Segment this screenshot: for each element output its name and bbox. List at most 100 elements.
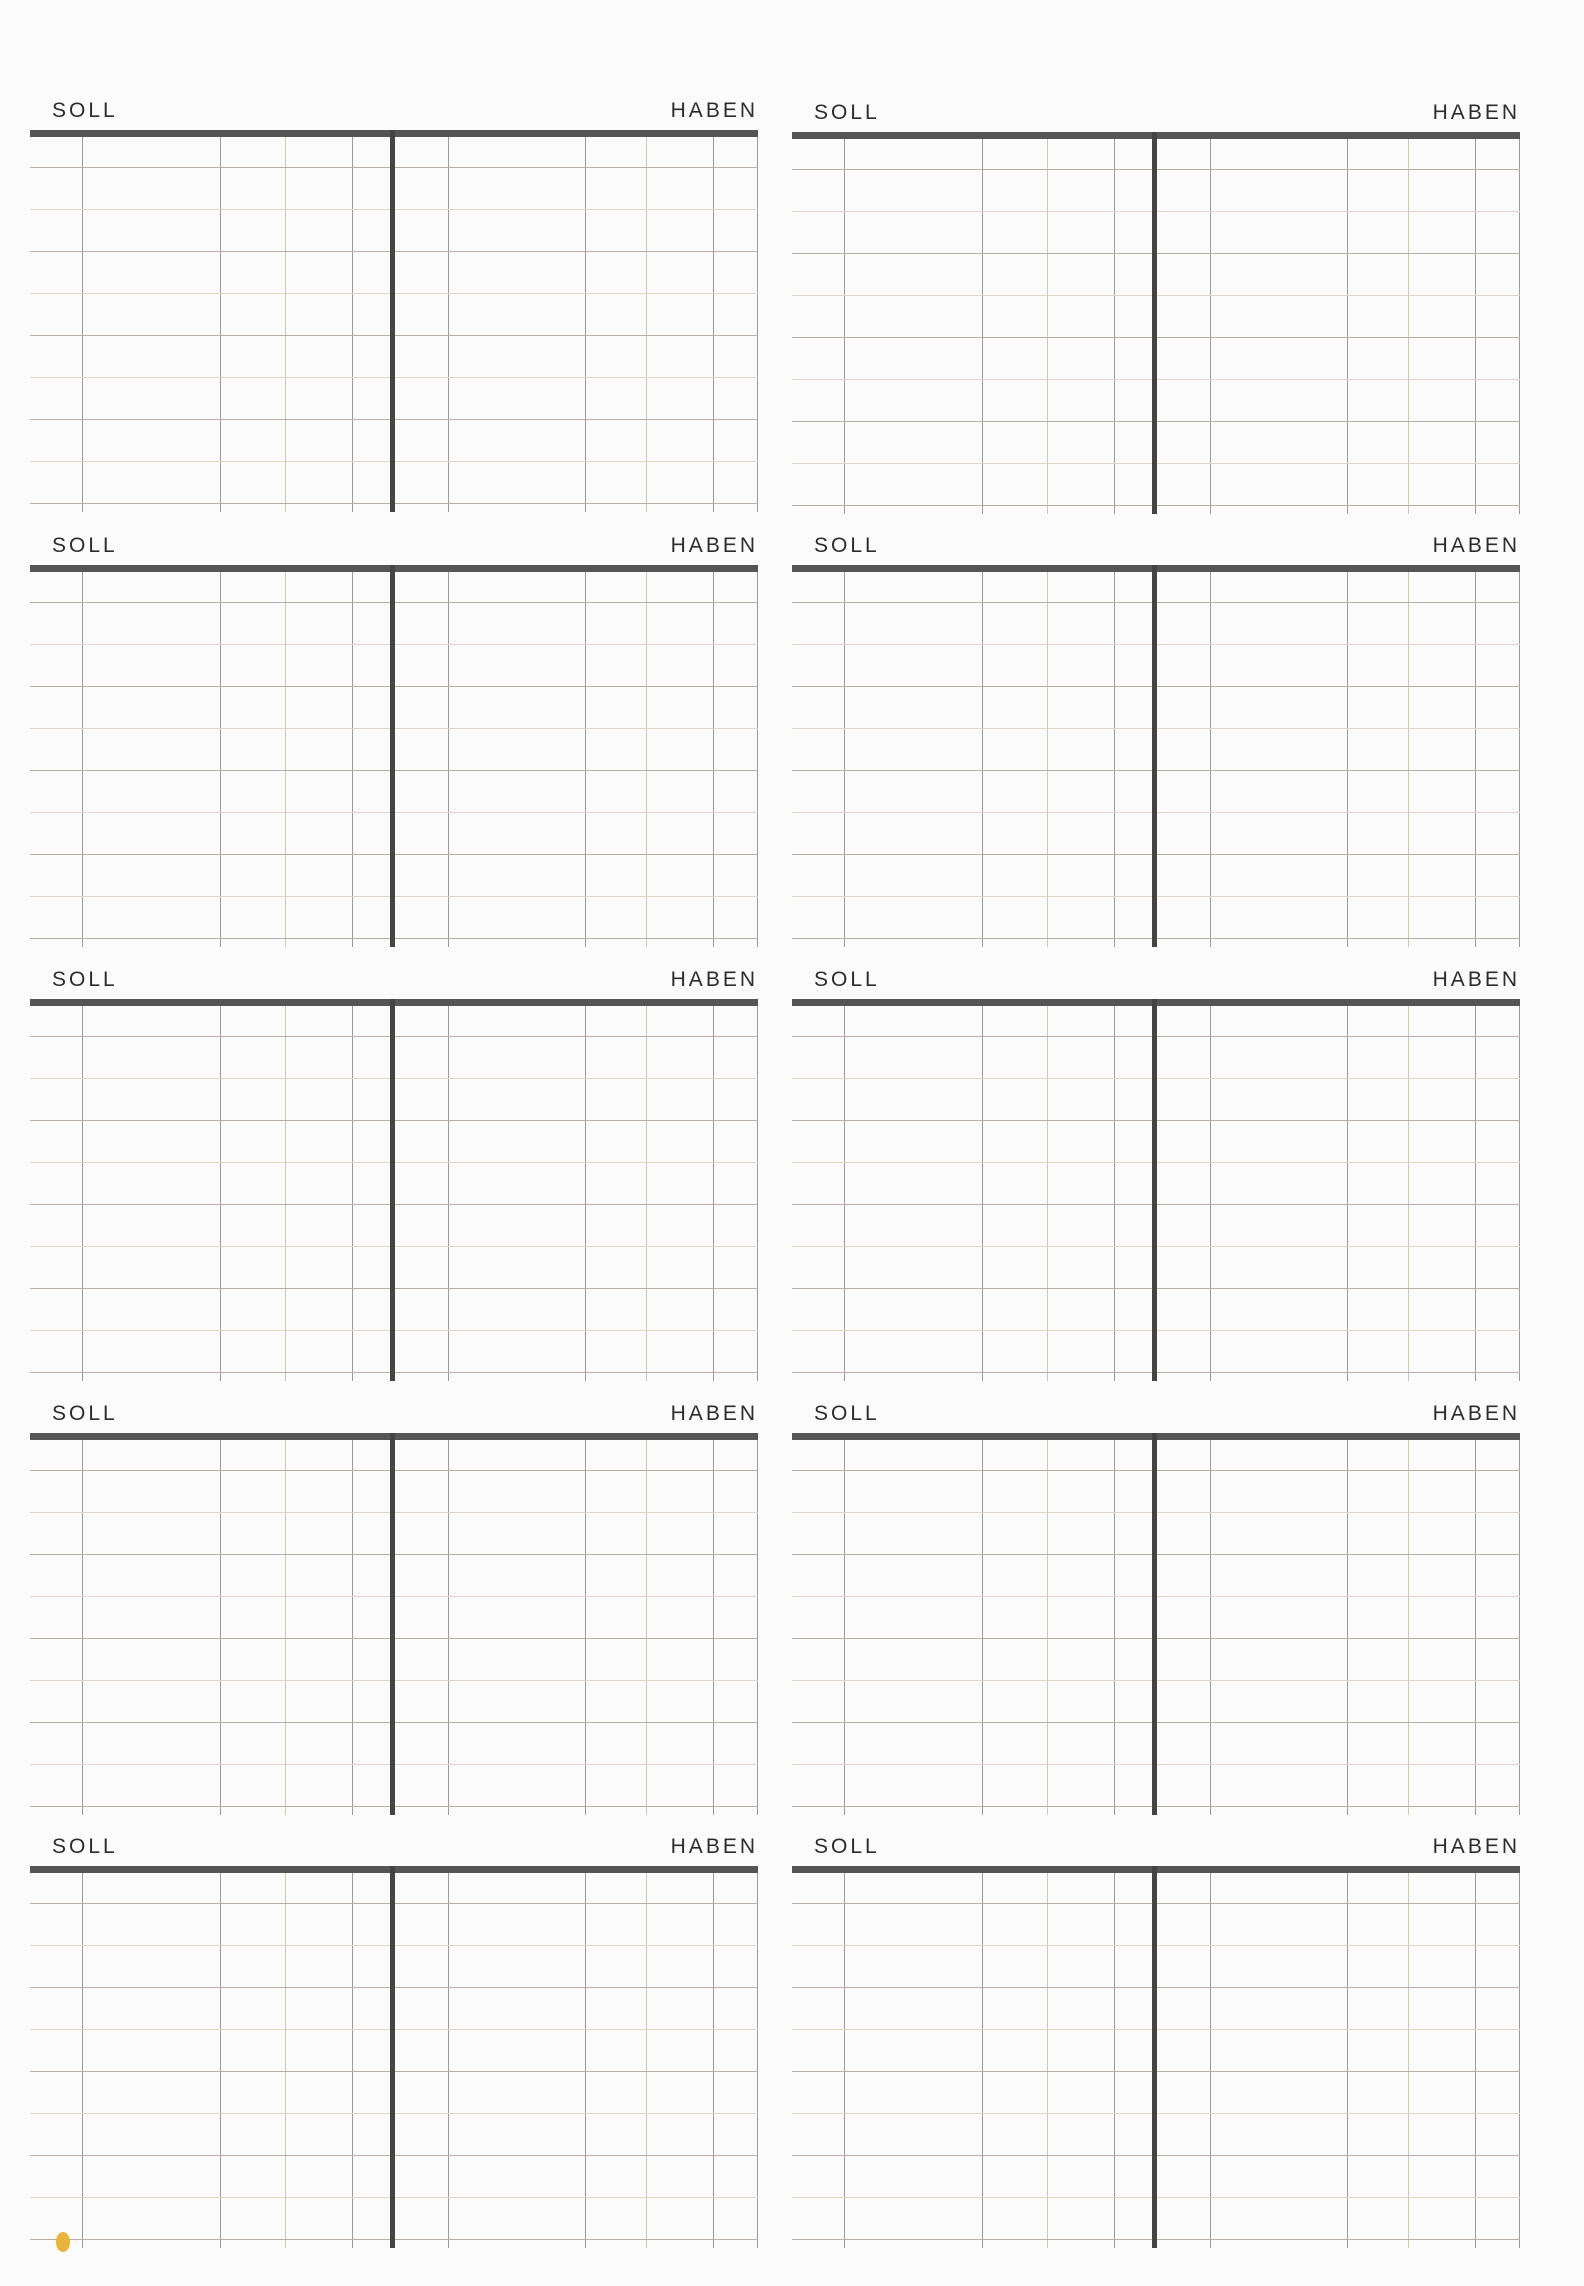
column-line bbox=[1347, 572, 1348, 947]
haben-label: HABEN bbox=[1432, 968, 1520, 991]
t-account-grid[interactable] bbox=[30, 565, 758, 947]
column-line bbox=[982, 1873, 983, 2248]
column-line bbox=[82, 1440, 83, 1815]
column-line bbox=[285, 1440, 286, 1815]
t-account-grid[interactable] bbox=[30, 130, 758, 512]
column-line bbox=[1114, 139, 1115, 514]
column-line bbox=[1047, 1873, 1048, 2248]
haben-label: HABEN bbox=[1432, 101, 1520, 124]
soll-label: SOLL bbox=[814, 534, 880, 557]
center-divider bbox=[390, 1433, 395, 1815]
haben-label: HABEN bbox=[1432, 1835, 1520, 1858]
column-line bbox=[1408, 1006, 1409, 1381]
column-line bbox=[220, 1440, 221, 1815]
center-divider bbox=[1152, 999, 1157, 1381]
column-line bbox=[1519, 1873, 1520, 2248]
t-account-1: SOLL HABEN bbox=[30, 99, 758, 512]
column-line bbox=[844, 572, 845, 947]
column-line bbox=[285, 1006, 286, 1381]
column-line bbox=[585, 1440, 586, 1815]
column-line bbox=[1347, 1873, 1348, 2248]
column-line bbox=[1475, 1006, 1476, 1381]
t-account-4: SOLL HABEN bbox=[792, 534, 1520, 947]
column-line bbox=[220, 1006, 221, 1381]
t-account-grid[interactable] bbox=[792, 1866, 1520, 2248]
column-line bbox=[1114, 1006, 1115, 1381]
column-line bbox=[646, 1440, 647, 1815]
column-line bbox=[844, 139, 845, 514]
column-line bbox=[757, 1006, 758, 1381]
column-line bbox=[82, 137, 83, 512]
column-line bbox=[1210, 1440, 1211, 1815]
column-line bbox=[220, 572, 221, 947]
haben-label: HABEN bbox=[670, 1835, 758, 1858]
column-line bbox=[757, 1873, 758, 2248]
t-account-grid[interactable] bbox=[792, 132, 1520, 514]
t-account-grid[interactable] bbox=[30, 1866, 758, 2248]
column-line bbox=[448, 1006, 449, 1381]
column-line bbox=[1047, 1440, 1048, 1815]
column-line bbox=[1347, 139, 1348, 514]
column-line bbox=[844, 1873, 845, 2248]
soll-label: SOLL bbox=[814, 101, 880, 124]
column-line bbox=[1047, 572, 1048, 947]
t-account-9: SOLL HABEN bbox=[30, 1835, 758, 2248]
column-line bbox=[1475, 572, 1476, 947]
column-line bbox=[1210, 139, 1211, 514]
t-account-2: SOLL HABEN bbox=[792, 101, 1520, 514]
column-line bbox=[1475, 1440, 1476, 1815]
column-line bbox=[757, 1440, 758, 1815]
column-line bbox=[982, 1006, 983, 1381]
center-divider bbox=[390, 1866, 395, 2248]
column-line bbox=[448, 137, 449, 512]
column-line bbox=[1519, 572, 1520, 947]
t-account-grid[interactable] bbox=[30, 999, 758, 1381]
column-line bbox=[585, 1873, 586, 2248]
soll-label: SOLL bbox=[52, 968, 118, 991]
column-line bbox=[1347, 1440, 1348, 1815]
column-line bbox=[448, 572, 449, 947]
column-line bbox=[220, 137, 221, 512]
column-line bbox=[713, 1440, 714, 1815]
haben-label: HABEN bbox=[670, 99, 758, 122]
column-line bbox=[585, 1006, 586, 1381]
column-line bbox=[1210, 1006, 1211, 1381]
column-line bbox=[448, 1873, 449, 2248]
column-line bbox=[646, 1006, 647, 1381]
column-line bbox=[713, 572, 714, 947]
column-line bbox=[1210, 1873, 1211, 2248]
column-line bbox=[1408, 1873, 1409, 2248]
t-account-grid[interactable] bbox=[792, 1433, 1520, 1815]
t-account-grid[interactable] bbox=[792, 565, 1520, 947]
column-line bbox=[1475, 1873, 1476, 2248]
soll-label: SOLL bbox=[814, 968, 880, 991]
center-divider bbox=[1152, 132, 1157, 514]
center-divider bbox=[1152, 565, 1157, 947]
column-line bbox=[1210, 572, 1211, 947]
column-line bbox=[982, 572, 983, 947]
column-line bbox=[82, 1006, 83, 1381]
column-line bbox=[1047, 1006, 1048, 1381]
column-line bbox=[352, 137, 353, 512]
column-line bbox=[1114, 572, 1115, 947]
center-divider bbox=[390, 565, 395, 947]
column-line bbox=[1519, 1006, 1520, 1381]
t-account-3: SOLL HABEN bbox=[30, 534, 758, 947]
t-account-grid[interactable] bbox=[792, 999, 1520, 1381]
column-line bbox=[844, 1440, 845, 1815]
yellow-stain-mark bbox=[56, 2232, 70, 2252]
haben-label: HABEN bbox=[670, 534, 758, 557]
center-divider bbox=[390, 999, 395, 1381]
column-line bbox=[585, 137, 586, 512]
column-line bbox=[1475, 139, 1476, 514]
column-line bbox=[713, 137, 714, 512]
column-line bbox=[220, 1873, 221, 2248]
t-account-10: SOLL HABEN bbox=[792, 1835, 1520, 2248]
column-line bbox=[713, 1873, 714, 2248]
column-line bbox=[1347, 1006, 1348, 1381]
column-line bbox=[82, 572, 83, 947]
t-account-grid[interactable] bbox=[30, 1433, 758, 1815]
column-line bbox=[1408, 572, 1409, 947]
column-line bbox=[646, 1873, 647, 2248]
